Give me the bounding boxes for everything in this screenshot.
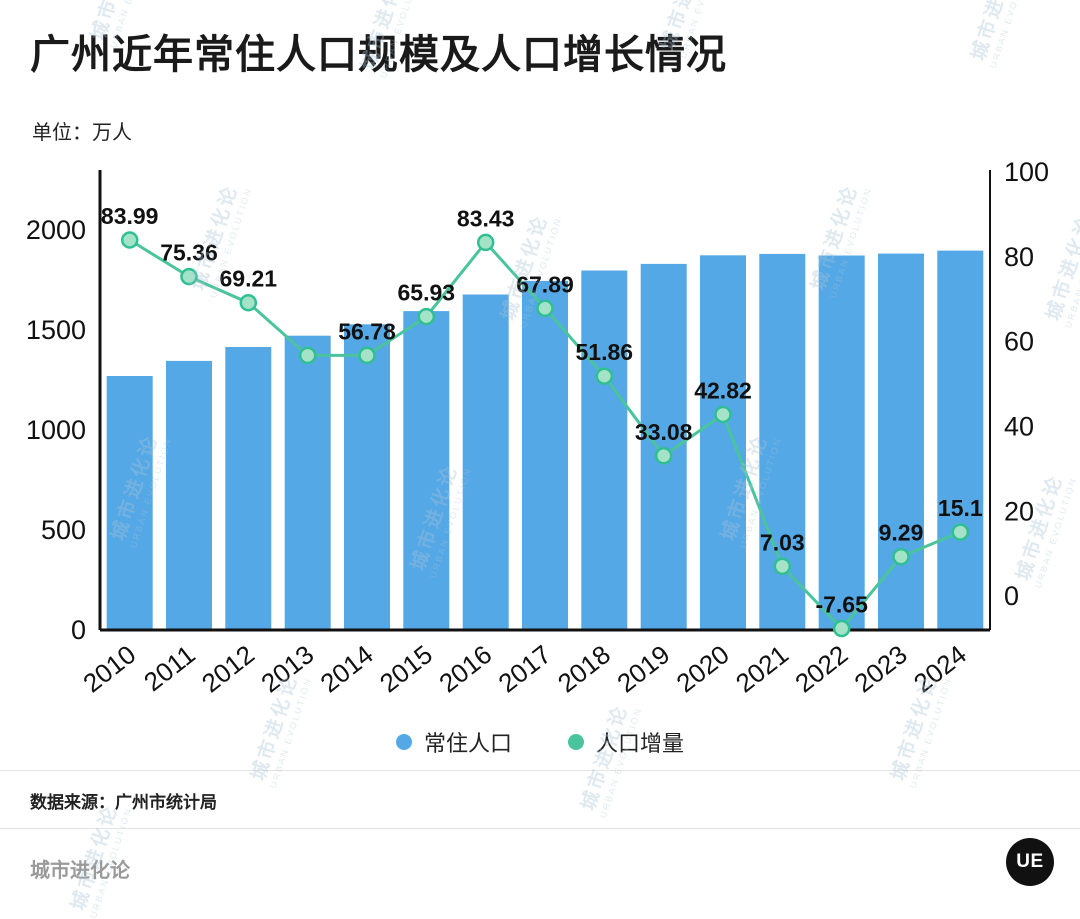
point-2023 xyxy=(892,547,910,566)
unit-label: 单位：万人 xyxy=(32,122,132,144)
x-axis-label-2021: 2021 xyxy=(730,639,794,698)
ue-logo: UE xyxy=(1006,838,1054,886)
bar-2016 xyxy=(462,294,509,630)
left-axis-tick: 1000 xyxy=(26,415,86,445)
point-2022 xyxy=(832,619,851,638)
legend-label-resident: 常住人口 xyxy=(423,731,512,756)
bar-2010 xyxy=(106,376,153,630)
x-axis-label-2016: 2016 xyxy=(433,639,497,698)
value-label-2018: 51.86 xyxy=(576,339,634,365)
x-axis-label-2019: 2019 xyxy=(611,639,675,698)
value-label-2019: 33.08 xyxy=(635,419,693,445)
x-axis-label-2020: 2020 xyxy=(671,639,735,698)
x-axis-label-2023: 2023 xyxy=(849,639,913,698)
value-label-2024: 15.1 xyxy=(938,495,983,521)
legend-swatch-increase-icon xyxy=(568,734,584,750)
bar-2017 xyxy=(522,280,568,630)
value-label-2015: 65.93 xyxy=(398,280,456,306)
point-2019 xyxy=(654,447,673,465)
bar-2011 xyxy=(166,360,212,630)
legend-item-population-increase: 人口增量 xyxy=(568,726,684,758)
bar-2015 xyxy=(403,311,450,630)
legend-item-resident-population: 常住人口 xyxy=(395,726,512,758)
left-axis-tick: 1500 xyxy=(26,315,86,345)
x-axis-label-2018: 2018 xyxy=(552,639,616,698)
brand-name: 城市进化论 xyxy=(30,860,130,882)
value-label-2023: 9.29 xyxy=(879,520,924,546)
divider-bottom xyxy=(0,828,1080,829)
value-label-2010: 83.99 xyxy=(101,203,159,229)
chart-canvas: 0 500 1000 1500 2000 0 20 40 60 80 100 201020112012… xyxy=(26,157,1049,698)
bar-2020 xyxy=(700,255,746,631)
legend-label-increase: 人口增量 xyxy=(596,731,685,756)
right-axis-tick: 80 xyxy=(1004,242,1034,272)
point-2013 xyxy=(298,346,317,365)
data-source: 数据来源：广州市统计局 xyxy=(30,793,217,812)
value-label-2020: 42.82 xyxy=(694,378,752,404)
divider-top xyxy=(0,770,1080,771)
value-label-2022: -7.65 xyxy=(815,592,868,618)
x-axis-label-2013: 2013 xyxy=(255,639,319,698)
value-label-2012: 69.21 xyxy=(220,266,278,292)
left-axis-tick: 2000 xyxy=(26,215,86,245)
point-2010 xyxy=(120,231,139,249)
value-label-2011: 75.36 xyxy=(160,240,218,266)
x-axis-label-2015: 2015 xyxy=(374,639,438,698)
bar-2023 xyxy=(878,253,924,630)
right-axis-tick: 60 xyxy=(1004,327,1034,357)
point-2018 xyxy=(595,367,614,385)
right-axis-tick: 0 xyxy=(1004,581,1019,611)
legend-swatch-resident-icon xyxy=(395,734,412,750)
x-axis-label-2017: 2017 xyxy=(493,639,557,698)
point-2011 xyxy=(180,267,198,286)
x-axis-label-2011: 2011 xyxy=(138,639,201,697)
value-label-2021: 7.03 xyxy=(760,529,805,555)
x-axis-label-2014: 2014 xyxy=(315,639,379,698)
point-2021 xyxy=(773,557,792,576)
point-2016 xyxy=(476,233,495,252)
bar-2019 xyxy=(640,263,687,630)
left-axis-tick: 500 xyxy=(41,515,86,545)
x-axis-label-2010: 2010 xyxy=(77,639,141,698)
bar-2014 xyxy=(344,324,390,630)
point-2015 xyxy=(417,307,436,326)
bar-2018 xyxy=(581,270,628,630)
point-2012 xyxy=(239,293,258,312)
bar-2024 xyxy=(937,250,984,630)
right-axis-tick: 20 xyxy=(1004,496,1034,526)
value-label-2017: 67.89 xyxy=(516,271,574,297)
value-label-2016: 83.43 xyxy=(457,205,515,231)
bar-2022 xyxy=(818,255,865,630)
point-2020 xyxy=(714,405,732,424)
x-axis-label-2024: 2024 xyxy=(908,639,972,698)
bar-2012 xyxy=(225,347,272,630)
right-axis-tick: 40 xyxy=(1004,412,1034,442)
left-axis-tick: 0 xyxy=(71,615,86,645)
point-2014 xyxy=(358,346,376,365)
point-2024 xyxy=(951,523,970,541)
point-2017 xyxy=(536,299,554,318)
chart-legend: 常住人口 人口增量 xyxy=(0,726,1080,758)
x-axis-label-2012: 2012 xyxy=(196,639,260,698)
right-axis-tick: 100 xyxy=(1004,157,1049,187)
value-label-2014: 56.78 xyxy=(338,318,396,344)
population-chart: 0 500 1000 1500 2000 0 20 40 60 80 100 2010 2011 2012… xyxy=(0,155,1080,715)
bar-2013 xyxy=(284,335,331,630)
x-axis-label-2022: 2022 xyxy=(789,639,853,698)
chart-title: 广州近年常住人口规模及人口增长情况 xyxy=(30,33,727,77)
